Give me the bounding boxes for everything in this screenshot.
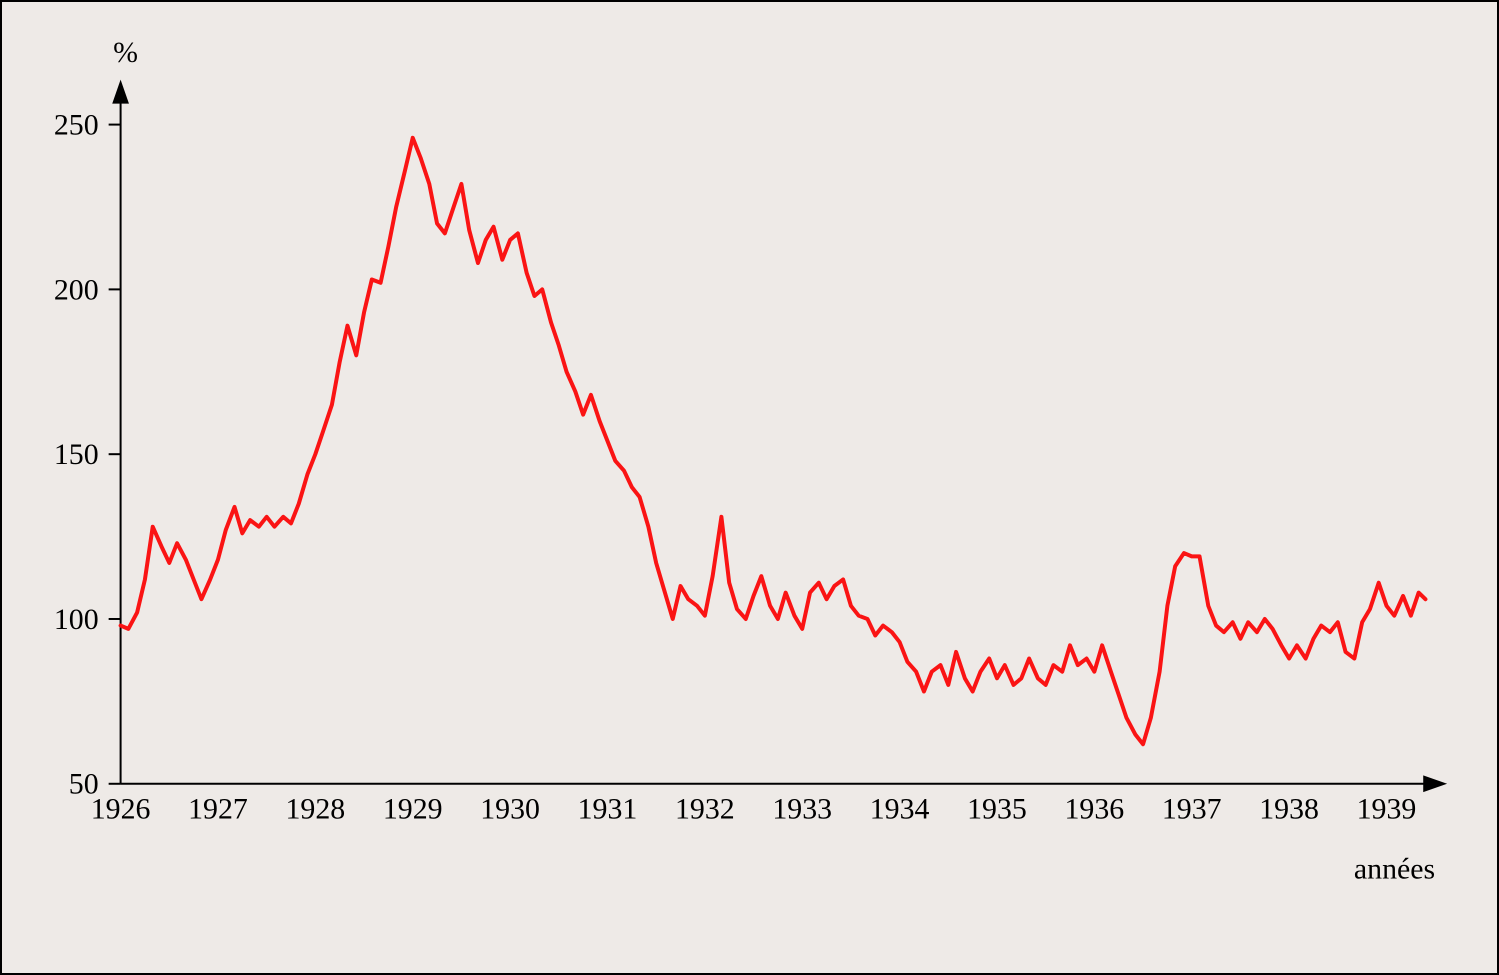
x-tick-label: 1931 [578, 793, 638, 826]
y-tick-label: 100 [54, 603, 99, 636]
x-tick-label: 1937 [1162, 793, 1222, 826]
x-axis-arrow [1423, 775, 1447, 792]
x-tick-label: 1929 [383, 793, 443, 826]
x-tick-label: 1932 [675, 793, 735, 826]
x-tick-label: 1927 [188, 793, 248, 826]
y-tick-label: 250 [54, 109, 99, 142]
x-axis-title: années [1354, 852, 1435, 885]
x-tick-label: 1926 [91, 793, 151, 826]
x-tick-label: 1935 [967, 793, 1027, 826]
x-tick-label: 1939 [1357, 793, 1417, 826]
y-axis-ticks: 50100150200250 [54, 109, 121, 801]
x-axis-ticks: 1926 1927 1928 1929 1930 1931 1932 1933 1934 1935… [91, 793, 1417, 826]
x-tick-label: 1928 [285, 793, 345, 826]
x-tick-label: 1936 [1064, 793, 1124, 826]
x-axis: 1926 1927 1928 1929 1930 1931 1932 1933 1934 1935… [91, 775, 1447, 885]
x-tick-label: 1933 [772, 793, 832, 826]
x-tick-label: 1930 [480, 793, 540, 826]
line-chart: % 50100150200250 19261927192819291930193… [2, 2, 1497, 973]
y-tick-label: 200 [54, 273, 99, 306]
x-tick-label: 1934 [870, 793, 930, 826]
chart-frame: % 50100150200250 19261927192819291930193… [0, 0, 1499, 975]
y-axis: % 50100150200250 [54, 36, 138, 801]
y-tick-label: 150 [54, 438, 99, 471]
y-axis-unit-label: % [113, 36, 138, 69]
x-tick-label: 1938 [1259, 793, 1319, 826]
y-axis-arrow [112, 80, 129, 104]
series-line [121, 138, 1426, 744]
